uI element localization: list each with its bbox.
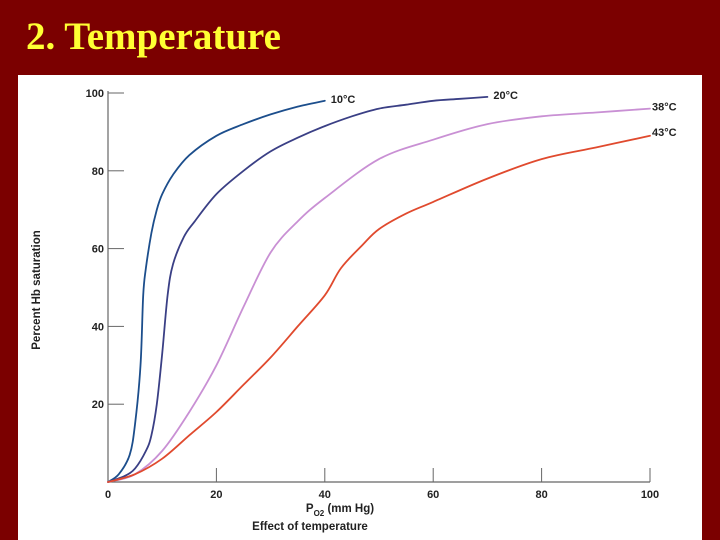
chart-panel: 20 40 60 80 100 0 20 40 60 80 100 10°C 20°C 38°C 43°C… <box>18 75 702 540</box>
y-tick-label: 40 <box>92 321 104 333</box>
y-tick-label: 20 <box>92 399 104 411</box>
x-tick-label: 0 <box>105 489 111 501</box>
series-line-2 <box>107 107 651 483</box>
slide-title: 2. Temperature <box>26 15 281 58</box>
series-lines <box>107 96 651 483</box>
y-tick-label: 80 <box>92 166 104 178</box>
series-label-0: 10°C <box>331 94 356 106</box>
x-tick-label: 80 <box>535 489 547 501</box>
x-tick-label: 60 <box>427 489 439 501</box>
x-axis-title-rest: (mm Hg) <box>324 503 374 515</box>
y-axis-title: Percent Hb saturation <box>31 230 43 350</box>
y-tick-label: 60 <box>92 244 104 256</box>
chart-caption: Effect of temperature <box>252 521 368 533</box>
series-label-1: 20°C <box>493 90 518 102</box>
oxygen-dissociation-chart: 20 40 60 80 100 0 20 40 60 80 100 10°C 20°C 38°C 43°C… <box>31 88 677 533</box>
series-label-2: 38°C <box>652 102 677 114</box>
x-axis-title-subscript: O2 <box>314 509 325 518</box>
series-line-0 <box>107 99 326 483</box>
x-axis-title-main: P <box>306 503 314 515</box>
series-label-3: 43°C <box>652 127 677 139</box>
y-tick-label: 100 <box>86 88 104 100</box>
series-labels: 10°C 20°C 38°C 43°C <box>331 90 677 139</box>
x-axis-title: PO2 (mm Hg) <box>306 503 374 518</box>
series-line-3 <box>107 134 651 483</box>
x-tick-label: 40 <box>319 489 331 501</box>
chart-axes: 20 40 60 80 100 0 20 40 60 80 100 <box>86 88 660 501</box>
x-tick-label: 20 <box>210 489 222 501</box>
series-line-1 <box>107 96 489 483</box>
x-tick-label: 100 <box>641 489 659 501</box>
